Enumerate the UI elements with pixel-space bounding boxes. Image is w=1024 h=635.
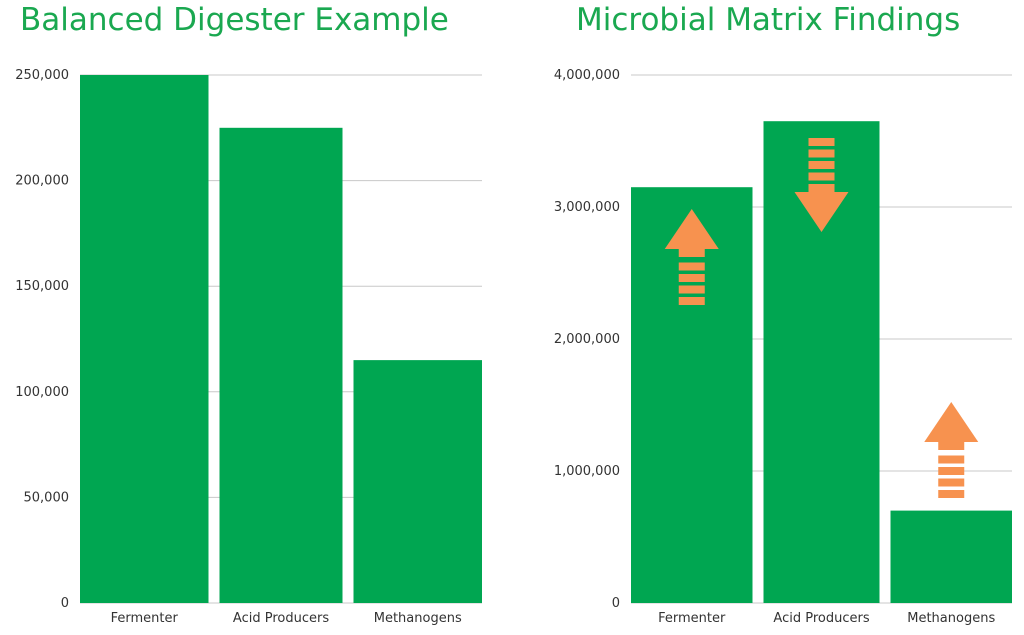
- x-category-label: Fermenter: [658, 611, 726, 626]
- bar-acid-producers: [219, 127, 343, 604]
- bar-methanogens: [890, 510, 1012, 603]
- chart-balanced-digester: Balanced Digester Example 0 50,000 100,000…: [0, 0, 500, 635]
- arrow-head: [664, 209, 719, 249]
- arrow-down-icon: [794, 138, 849, 232]
- arrow-stripe: [808, 149, 835, 158]
- x-category-label: Fermenter: [111, 611, 179, 626]
- chart-title: Balanced Digester Example: [20, 2, 449, 38]
- arrow-stripe: [678, 262, 705, 271]
- y-tick-label: 0: [612, 596, 620, 611]
- arrow-stripe: [678, 285, 705, 294]
- arrow-stripe: [808, 172, 835, 181]
- chart-title: Microbial Matrix Findings: [576, 2, 961, 38]
- y-tick-label: 150,000: [15, 279, 69, 294]
- x-category-label: Acid Producers: [233, 611, 329, 626]
- arrow-stripe: [678, 297, 705, 305]
- y-tick-label: 4,000,000: [554, 68, 620, 83]
- arrow-up-icon: [664, 209, 719, 305]
- arrow-stripe: [938, 467, 965, 475]
- arrow-head: [794, 192, 849, 232]
- arrow-head: [924, 402, 979, 442]
- arrow-stripe: [808, 138, 835, 146]
- arrow-stripe: [938, 455, 965, 464]
- x-category-label: Methanogens: [374, 611, 462, 626]
- arrow-up-icon: [924, 402, 979, 498]
- bar-fermenter: [80, 75, 209, 603]
- y-tick-label: 50,000: [24, 490, 70, 505]
- y-tick-label: 1,000,000: [554, 464, 620, 479]
- bar-chart-plot: 0 50,000 100,000 150,000 200,000 250,000 Ferme…: [15, 68, 482, 626]
- arrow-stripe: [678, 274, 705, 282]
- arrow-stem: [938, 440, 965, 450]
- bar-methanogens: [353, 360, 482, 603]
- y-tick-label: 0: [61, 596, 69, 611]
- y-tick-label: 100,000: [15, 385, 69, 400]
- arrow-stripe: [808, 161, 835, 169]
- y-tick-label: 2,000,000: [554, 332, 620, 347]
- x-category-label: Methanogens: [907, 611, 995, 626]
- arrow-stem: [678, 247, 705, 257]
- y-tick-label: 250,000: [15, 68, 69, 83]
- arrow-stripe: [938, 478, 965, 487]
- chart-microbial-matrix: Microbial Matrix Findings 0 1,000,000 2,00…: [520, 0, 1024, 635]
- y-tick-label: 200,000: [15, 174, 69, 189]
- arrow-stripe: [938, 490, 965, 498]
- x-category-label: Acid Producers: [773, 611, 869, 626]
- arrow-stem: [808, 184, 835, 194]
- bar-chart-plot: 0 1,000,000 2,000,000 3,000,000 4,000,000 Fer…: [554, 68, 1012, 626]
- y-tick-label: 3,000,000: [554, 200, 620, 215]
